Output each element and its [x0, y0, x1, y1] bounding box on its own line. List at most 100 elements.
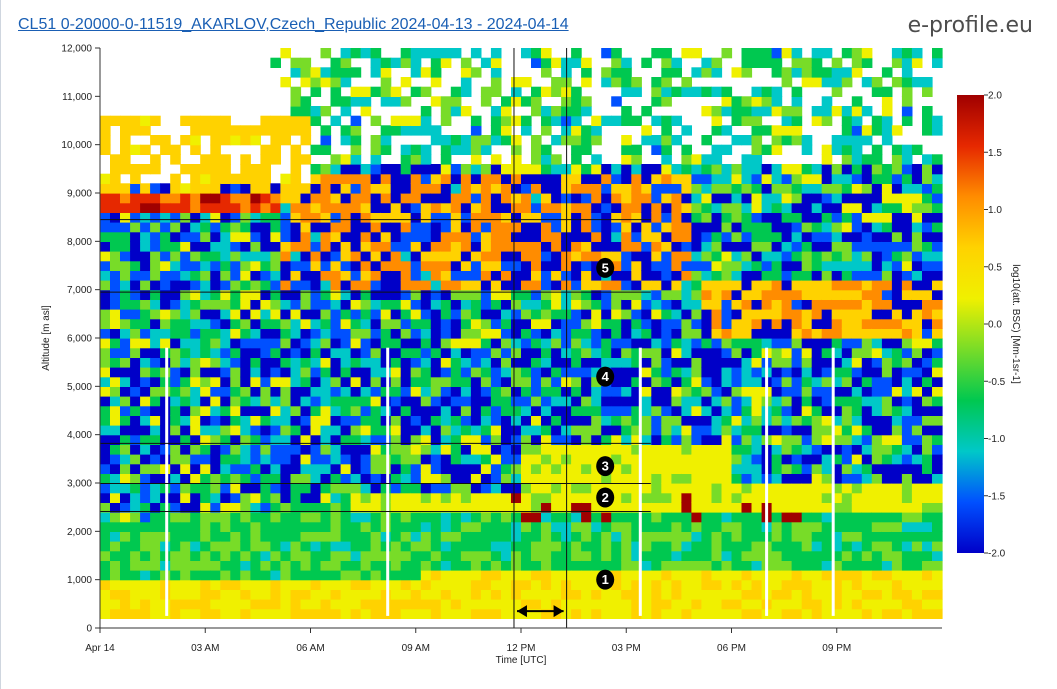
heatmap-cell: [140, 550, 151, 561]
heatmap-cell: [811, 231, 823, 242]
heatmap-cell: [350, 67, 362, 78]
heatmap-cell: [911, 48, 923, 59]
heatmap-cell: [631, 386, 642, 397]
heatmap-cell: [270, 541, 281, 552]
heatmap-cell: [360, 338, 372, 349]
heatmap-cell: [200, 270, 211, 281]
heatmap-cell: [801, 289, 813, 300]
heatmap-cell: [661, 135, 672, 146]
heatmap-cell: [200, 338, 211, 349]
heatmap-cell: [751, 154, 763, 165]
heatmap-cell: [350, 96, 362, 107]
heatmap-cell: [230, 309, 241, 320]
heatmap-cell: [370, 376, 382, 387]
heatmap-cell: [922, 463, 933, 474]
heatmap-cell: [300, 483, 312, 494]
heatmap-cell: [130, 521, 141, 532]
heatmap-cell: [721, 492, 733, 503]
heatmap-cell: [140, 589, 151, 600]
heatmap-cell: [480, 347, 492, 358]
heatmap-cell: [230, 338, 241, 349]
heatmap-cell: [771, 570, 783, 581]
heatmap-cell: [440, 512, 452, 523]
heatmap-cell: [130, 115, 141, 126]
heatmap-cell: [250, 502, 261, 513]
heatmap-cell: [681, 454, 692, 465]
heatmap-cell: [310, 231, 322, 242]
heatmap-cell: [771, 328, 783, 339]
heatmap-cell: [130, 608, 141, 619]
heatmap-cell: [120, 531, 131, 542]
heatmap-cell: [390, 550, 402, 561]
heatmap-cell: [741, 270, 753, 281]
heatmap-cell: [410, 589, 422, 600]
heatmap-cell: [100, 376, 111, 387]
heatmap-cell: [310, 521, 322, 532]
heatmap-cell: [470, 164, 482, 175]
heatmap-cell: [681, 270, 692, 281]
heatmap-cell: [761, 183, 773, 194]
heatmap-cell: [270, 376, 281, 387]
heatmap-cell: [290, 202, 302, 213]
heatmap-cell: [741, 367, 753, 378]
heatmap-cell: [440, 115, 452, 126]
heatmap-cell: [340, 560, 352, 571]
colorbar-tick-label: -1.5: [988, 491, 1006, 502]
heatmap-cell: [551, 425, 562, 436]
heatmap-cell: [160, 183, 171, 194]
heatmap-cell: [340, 202, 352, 213]
heatmap-cell: [370, 357, 382, 368]
heatmap-cell: [140, 560, 151, 571]
heatmap-cell: [591, 367, 602, 378]
heatmap-cell: [771, 96, 783, 107]
heatmap-cell: [410, 386, 422, 397]
chart-title-link[interactable]: CL51 0-20000-0-11519_AKARLOV,Czech_Repub…: [18, 16, 569, 33]
heatmap-cell: [821, 521, 833, 532]
heatmap-cell: [771, 608, 783, 619]
heatmap-cell: [651, 289, 662, 300]
heatmap-cell: [340, 106, 352, 117]
heatmap-cell: [821, 560, 833, 571]
heatmap-cell: [751, 570, 763, 581]
y-axis-label: Altitude [m asl]: [41, 305, 52, 371]
heatmap-cell: [601, 444, 612, 455]
heatmap-cell: [450, 463, 462, 474]
heatmap-cell: [571, 589, 582, 600]
heatmap-cell: [521, 299, 532, 310]
y-tick-label: 9,000: [67, 189, 92, 200]
heatmap-cell: [180, 492, 191, 503]
heatmap-cell: [841, 299, 853, 310]
heatmap-cell: [490, 599, 502, 610]
heatmap-cell: [430, 454, 442, 465]
heatmap-cell: [922, 434, 933, 445]
heatmap-cell: [551, 241, 562, 252]
heatmap-cell: [731, 512, 743, 523]
heatmap-cell: [320, 434, 332, 445]
heatmap-cell: [340, 251, 352, 262]
heatmap-cell: [460, 289, 472, 300]
heatmap-cell: [881, 135, 893, 146]
heatmap-cell: [831, 202, 843, 213]
heatmap-cell: [571, 115, 582, 126]
heatmap-cell: [280, 367, 291, 378]
heatmap-cell: [591, 415, 602, 426]
heatmap-cell: [190, 280, 201, 291]
heatmap-cell: [691, 86, 702, 97]
heatmap-cell: [190, 405, 201, 416]
heatmap-cell: [150, 347, 161, 358]
heatmap-cell: [821, 106, 833, 117]
heatmap-cell: [711, 251, 723, 262]
heatmap-cell: [571, 405, 582, 416]
heatmap-cell: [280, 454, 291, 465]
heatmap-cell: [470, 309, 482, 320]
heatmap-cell: [711, 57, 723, 68]
heatmap-cell: [180, 347, 191, 358]
heatmap-cell: [220, 512, 231, 523]
heatmap-cell: [460, 405, 472, 416]
heatmap-cell: [591, 338, 602, 349]
heatmap-cell: [501, 96, 512, 107]
heatmap-cell: [891, 502, 903, 513]
heatmap-cell: [651, 309, 662, 320]
heatmap-cell: [501, 125, 512, 136]
heatmap-cell: [340, 241, 352, 252]
